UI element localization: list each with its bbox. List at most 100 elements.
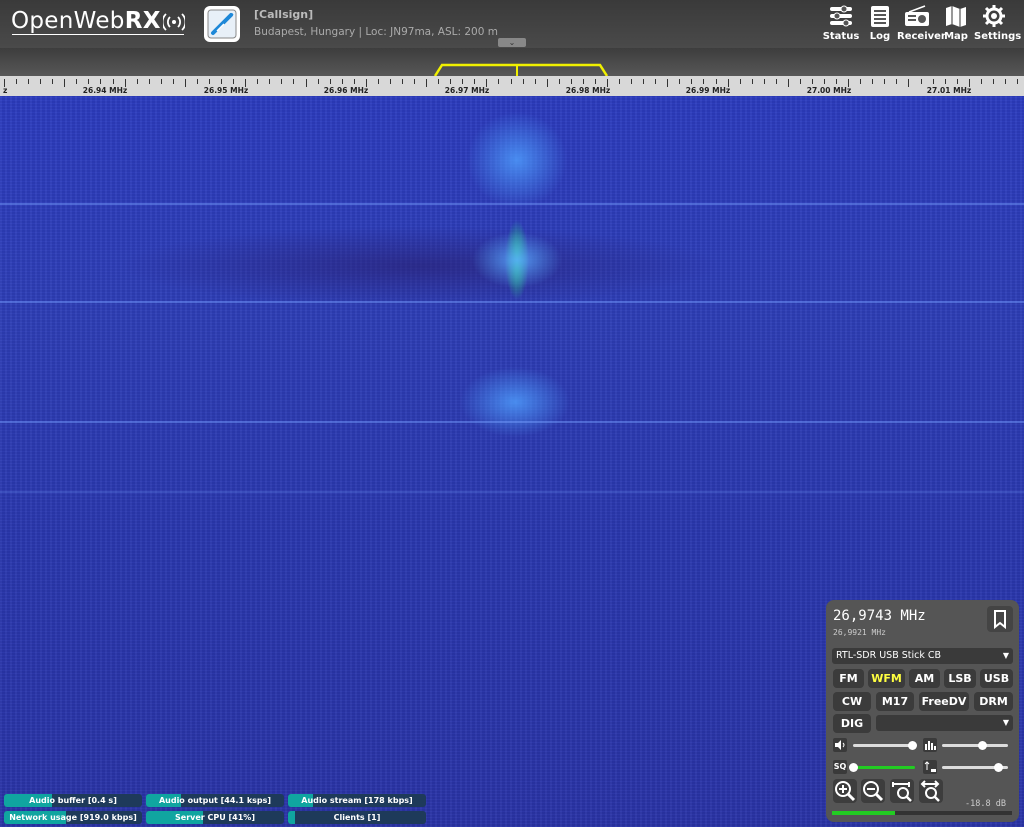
- scale-tick: [559, 79, 560, 84]
- scale-tick: [64, 79, 65, 87]
- audio-buffer-label: Audio buffer [0.4 s]: [29, 796, 117, 805]
- network-usage-bar: Network usage [919.0 kbps]: [4, 811, 142, 824]
- squelch-auto-button[interactable]: SQ: [833, 760, 847, 774]
- zoom-in-icon: [835, 781, 856, 802]
- zoom-in-button[interactable]: [833, 779, 857, 803]
- mode-wfm-button[interactable]: WFM: [868, 669, 905, 688]
- scale-tick: [221, 79, 222, 84]
- details-toggle[interactable]: ⌄: [498, 38, 526, 47]
- scale-tick: [462, 79, 463, 84]
- chevron-down-icon: ▼: [1002, 718, 1009, 727]
- scale-tick: [281, 79, 282, 84]
- top-bar: OpenWebRX [Callsign] Budapest, Hungary |…: [0, 0, 1024, 48]
- scale-tick: [173, 79, 174, 84]
- nav-map-button[interactable]: Map: [936, 4, 976, 42]
- agc-button[interactable]: [923, 760, 937, 774]
- mode-cw-button[interactable]: CW: [833, 692, 871, 711]
- scale-tick: [1017, 79, 1018, 84]
- mute-button[interactable]: [833, 738, 847, 752]
- scale-tick: [957, 79, 958, 84]
- digital-mode-select[interactable]: ▼: [876, 715, 1013, 731]
- passband-indicator[interactable]: [432, 62, 610, 78]
- scale-tick: [257, 79, 258, 84]
- scale-tick: [860, 79, 861, 84]
- nav-status-label: Status: [822, 31, 860, 42]
- scale-tick: [366, 79, 367, 87]
- clients-bar: Clients [1]: [288, 811, 426, 824]
- radio-waves-icon: [163, 13, 185, 31]
- frequency-scale[interactable]: [0, 76, 1024, 96]
- mode-fm-button[interactable]: FM: [833, 669, 864, 688]
- scale-tick: [740, 79, 741, 84]
- mode-m17-button[interactable]: M17: [876, 692, 914, 711]
- nav-log-label: Log: [869, 31, 891, 42]
- mode-freedv-button[interactable]: FreeDV: [919, 692, 969, 711]
- mouse-frequency: 26,9921 MHz: [833, 628, 886, 637]
- zoom-out-button[interactable]: [861, 779, 885, 803]
- scale-tick: [933, 79, 934, 84]
- audio-stream-bar: Audio stream [178 kbps]: [288, 794, 426, 807]
- scale-tick: [88, 79, 89, 84]
- zoom-full-button[interactable]: [919, 779, 943, 803]
- scale-tick: [486, 79, 487, 87]
- nav-settings-button[interactable]: Settings: [974, 4, 1021, 42]
- logo-text-rx: RX: [124, 8, 161, 34]
- volume-slider-handle[interactable]: [907, 741, 917, 750]
- zoom-out-icon: [863, 781, 884, 802]
- settings-icon: [983, 5, 1005, 27]
- scale-label: 27.01 MHz: [926, 86, 972, 95]
- scale-label: 27.00 MHz: [806, 86, 852, 95]
- audio-output-fill: [146, 794, 181, 807]
- scale-tick: [716, 79, 717, 84]
- scale-tick: [595, 79, 596, 84]
- scale-tick: [4, 79, 5, 87]
- antenna-avatar-icon: [207, 9, 237, 39]
- profile-select[interactable]: RTL-SDR USB Stick CB ▼: [832, 648, 1013, 664]
- scale-tick: [233, 79, 234, 84]
- network-usage-label: Network usage [919.0 kbps]: [9, 813, 137, 822]
- nav-status-button[interactable]: Status: [821, 4, 861, 42]
- squelch-slider-handle[interactable]: [849, 763, 858, 772]
- scale-tick: [824, 79, 825, 84]
- scale-tick: [40, 79, 41, 84]
- scale-label: 26.98 MHz: [565, 86, 611, 95]
- mode-dig-button[interactable]: DIG: [833, 714, 871, 733]
- nr-slider[interactable]: [942, 744, 1008, 747]
- scale-tick: [125, 79, 126, 87]
- receiver-avatar[interactable]: [204, 6, 240, 42]
- scale-tick: [330, 79, 331, 84]
- scale-label: 26.95 MHz: [203, 86, 249, 95]
- scale-tick: [535, 79, 536, 84]
- scale-tick: [1005, 79, 1006, 84]
- mode-lsb-button[interactable]: LSB: [944, 669, 976, 688]
- scale-tick: [655, 79, 656, 84]
- scale-tick: [52, 79, 53, 84]
- nav-receiver-button[interactable]: Receiver: [897, 4, 946, 42]
- agc-slider[interactable]: [942, 766, 1008, 769]
- map-icon: [946, 6, 966, 27]
- scale-tick: [474, 79, 475, 84]
- squelch-slider[interactable]: [853, 766, 915, 769]
- nav-log-button[interactable]: Log: [860, 4, 900, 42]
- profile-select-value: RTL-SDR USB Stick CB: [836, 650, 942, 661]
- scale-tick: [306, 79, 307, 87]
- mode-drm-button[interactable]: DRM: [974, 692, 1013, 711]
- noise-reduction-button[interactable]: [923, 738, 937, 752]
- zoom-to-passband-button[interactable]: [890, 779, 914, 803]
- mode-am-button[interactable]: AM: [909, 669, 940, 688]
- scale-tick: [691, 79, 692, 84]
- volume-slider[interactable]: [853, 744, 915, 747]
- mode-usb-button[interactable]: USB: [980, 669, 1013, 688]
- openwebrx-logo[interactable]: OpenWebRX: [11, 8, 161, 34]
- server-cpu-fill: [146, 811, 203, 824]
- audio-output-bar: Audio output [44.1 ksps]: [146, 794, 284, 807]
- agc-slider-handle[interactable]: [994, 763, 1004, 772]
- speaker-icon: [835, 740, 845, 750]
- tuned-frequency[interactable]: 26,9743 MHz: [833, 608, 926, 624]
- bookmark-button[interactable]: [987, 606, 1013, 632]
- waterfall-line: [0, 421, 1024, 423]
- scale-tick: [438, 79, 439, 84]
- signal-meter-fill: [832, 811, 895, 815]
- scale-tick: [679, 79, 680, 84]
- nr-slider-handle[interactable]: [977, 741, 987, 750]
